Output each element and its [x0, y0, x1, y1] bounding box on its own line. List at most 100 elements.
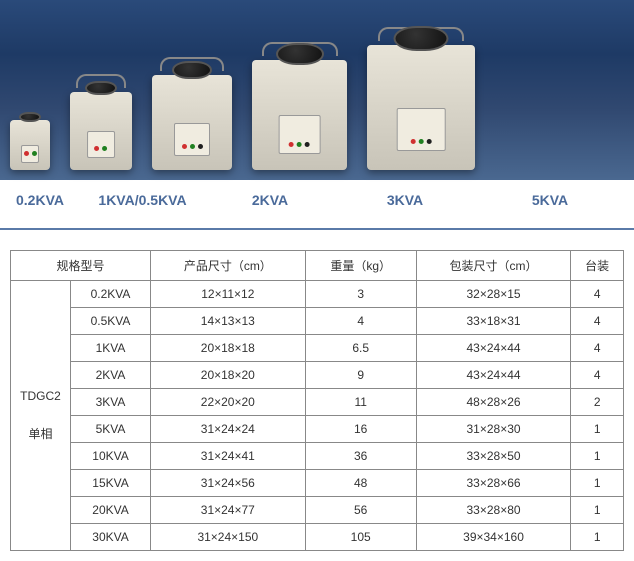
table-row: TDGC2单相0.2KVA12×11×12332×28×154: [11, 281, 624, 308]
product-labels-row: 0.2KVA1KVA/0.5KVA2KVA3KVA5KVA: [0, 180, 634, 230]
cell-weight: 11: [305, 389, 416, 416]
header-product-size: 产品尺寸（cm）: [151, 251, 306, 281]
device-terminals: [22, 151, 38, 156]
header-weight: 重量（kg）: [305, 251, 416, 281]
cell-product_size: 20×18×20: [151, 362, 306, 389]
device-front-panel: [21, 145, 39, 163]
header-package-size: 包装尺寸（cm）: [416, 251, 571, 281]
table-row: 30KVA31×24×15010539×34×1601: [11, 524, 624, 551]
device-front-panel: [397, 108, 446, 152]
product-label: 2KVA: [215, 192, 325, 208]
product-lineup: [0, 0, 634, 180]
cell-units: 4: [571, 335, 624, 362]
cell-units: 4: [571, 308, 624, 335]
cell-weight: 3: [305, 281, 416, 308]
cell-spec: 5KVA: [71, 416, 151, 443]
terminal-dot: [427, 139, 432, 144]
cell-package_size: 33×28×50: [416, 443, 571, 470]
table-row: 15KVA31×24×564833×28×661: [11, 470, 624, 497]
cell-package_size: 33×18×31: [416, 308, 571, 335]
cell-units: 4: [571, 362, 624, 389]
product-label: 0.2KVA: [10, 192, 70, 208]
terminal-dot: [24, 151, 29, 156]
device-terminals: [279, 142, 320, 147]
cell-units: 4: [571, 281, 624, 308]
device-body: [367, 45, 475, 170]
cell-product_size: 12×11×12: [151, 281, 306, 308]
cell-package_size: 43×24×44: [416, 335, 571, 362]
cell-spec: 20KVA: [71, 497, 151, 524]
table-row: 20KVA31×24×775633×28×801: [11, 497, 624, 524]
product-item: [367, 45, 475, 170]
cell-units: 1: [571, 416, 624, 443]
table-row: 10KVA31×24×413633×28×501: [11, 443, 624, 470]
cell-spec: 30KVA: [71, 524, 151, 551]
device-knob: [172, 61, 212, 79]
product-hero: [0, 0, 634, 180]
cell-product_size: 20×18×18: [151, 335, 306, 362]
cell-product_size: 31×24×77: [151, 497, 306, 524]
spec-table: 规格型号 产品尺寸（cm） 重量（kg） 包装尺寸（cm） 台装 TDGC2单相…: [10, 250, 624, 551]
cell-spec: 0.2KVA: [71, 281, 151, 308]
product-item: [252, 60, 347, 170]
cell-spec: 15KVA: [71, 470, 151, 497]
cell-product_size: 31×24×150: [151, 524, 306, 551]
device-knob: [19, 112, 41, 122]
cell-product_size: 14×13×13: [151, 308, 306, 335]
model-group-cell: TDGC2单相: [11, 281, 71, 551]
cell-weight: 4: [305, 308, 416, 335]
table-row: 5KVA31×24×241631×28×301: [11, 416, 624, 443]
table-row: 0.5KVA14×13×13433×18×314: [11, 308, 624, 335]
cell-weight: 48: [305, 470, 416, 497]
cell-package_size: 33×28×80: [416, 497, 571, 524]
cell-spec: 2KVA: [71, 362, 151, 389]
terminal-dot: [419, 139, 424, 144]
header-units: 台装: [571, 251, 624, 281]
cell-weight: 105: [305, 524, 416, 551]
cell-product_size: 31×24×24: [151, 416, 306, 443]
product-item: [10, 120, 50, 170]
product-label: 5KVA: [485, 192, 615, 208]
cell-product_size: 31×24×41: [151, 443, 306, 470]
cell-package_size: 31×28×30: [416, 416, 571, 443]
terminal-dot: [289, 142, 294, 147]
model-group-name: TDGC2: [15, 386, 66, 408]
cell-product_size: 31×24×56: [151, 470, 306, 497]
cell-package_size: 33×28×66: [416, 470, 571, 497]
terminal-dot: [32, 151, 37, 156]
cell-spec: 1KVA: [71, 335, 151, 362]
cell-package_size: 48×28×26: [416, 389, 571, 416]
product-label: 1KVA/0.5KVA: [90, 192, 195, 208]
device-front-panel: [87, 131, 115, 158]
cell-package_size: 43×24×44: [416, 362, 571, 389]
header-spec-model: 规格型号: [11, 251, 151, 281]
cell-units: 1: [571, 470, 624, 497]
cell-spec: 0.5KVA: [71, 308, 151, 335]
cell-weight: 16: [305, 416, 416, 443]
cell-units: 1: [571, 497, 624, 524]
cell-weight: 6.5: [305, 335, 416, 362]
device-terminals: [398, 139, 445, 144]
cell-spec: 3KVA: [71, 389, 151, 416]
cell-weight: 9: [305, 362, 416, 389]
device-front-panel: [174, 123, 210, 156]
product-item: [152, 75, 232, 170]
spec-table-container: 规格型号 产品尺寸（cm） 重量（kg） 包装尺寸（cm） 台装 TDGC2单相…: [0, 230, 634, 561]
device-terminals: [175, 144, 209, 149]
device-body: [252, 60, 347, 170]
terminal-dot: [198, 144, 203, 149]
terminal-dot: [411, 139, 416, 144]
cell-package_size: 39×34×160: [416, 524, 571, 551]
device-body: [152, 75, 232, 170]
device-body: [70, 92, 132, 170]
device-body: [10, 120, 50, 170]
device-front-panel: [278, 115, 321, 154]
cell-product_size: 22×20×20: [151, 389, 306, 416]
device-knob: [276, 43, 324, 65]
cell-units: 1: [571, 524, 624, 551]
table-header-row: 规格型号 产品尺寸（cm） 重量（kg） 包装尺寸（cm） 台装: [11, 251, 624, 281]
terminal-dot: [102, 146, 107, 151]
table-row: 2KVA20×18×20943×24×444: [11, 362, 624, 389]
terminal-dot: [190, 144, 195, 149]
terminal-dot: [182, 144, 187, 149]
